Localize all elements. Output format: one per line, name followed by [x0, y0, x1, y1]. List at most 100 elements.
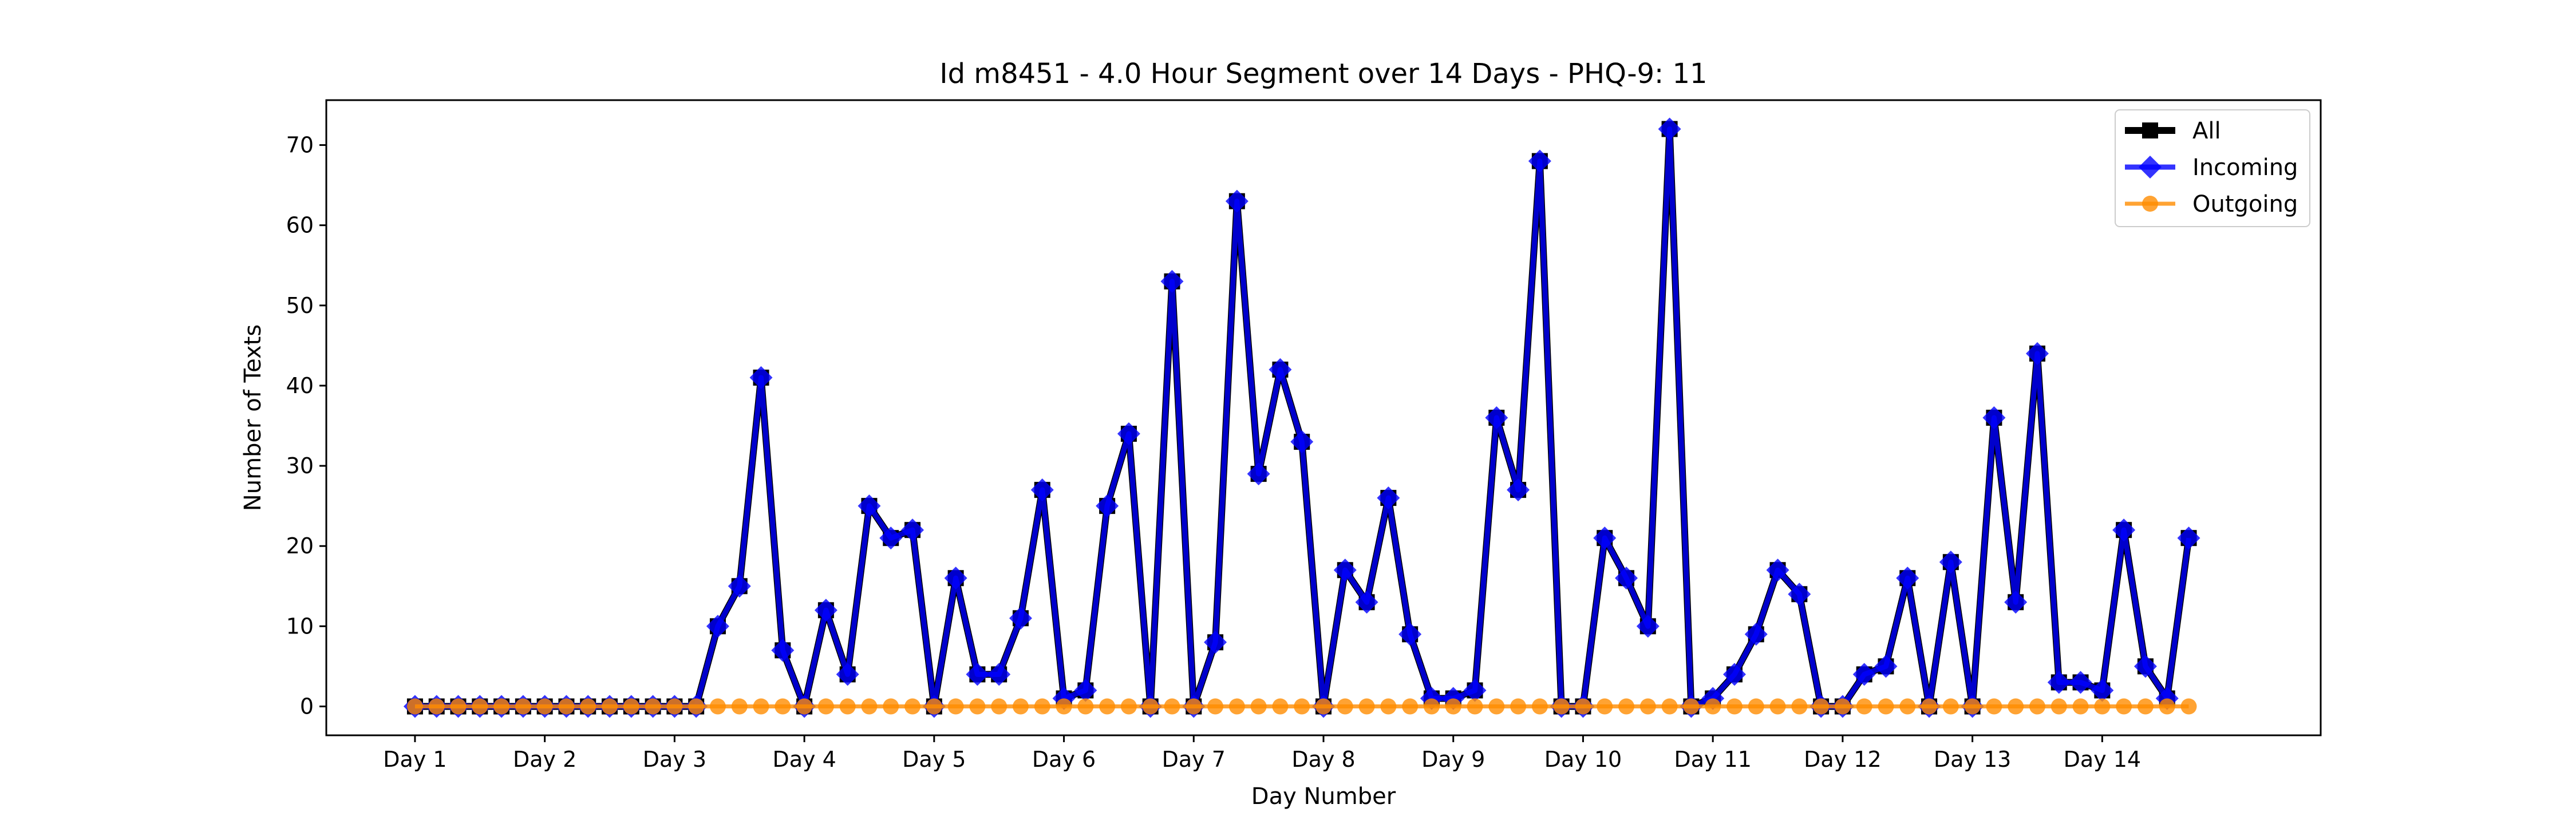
data-point-incoming: [2069, 671, 2092, 694]
data-point-outgoing: [1077, 698, 1094, 715]
data-point-outgoing: [1142, 698, 1159, 715]
data-point-incoming: [1247, 462, 1270, 486]
data-point-outgoing: [602, 698, 618, 715]
data-point-incoming: [2047, 671, 2071, 694]
data-point-outgoing: [2180, 698, 2197, 715]
y-axis-label: Number of Texts: [240, 324, 266, 511]
data-point-incoming: [1615, 566, 1638, 590]
data-point-outgoing: [2029, 698, 2045, 715]
data-point-outgoing: [450, 698, 467, 715]
data-point-incoming: [944, 566, 967, 590]
data-point-outgoing: [1337, 698, 1353, 715]
plot-frame: [325, 99, 2322, 736]
data-point-outgoing: [1423, 698, 1440, 715]
x-tick-label: Day 12: [1804, 747, 1881, 772]
data-point-incoming: [706, 615, 729, 638]
data-point-outgoing: [1705, 698, 1721, 715]
data-point-outgoing: [1899, 698, 1916, 715]
data-point-incoming: [1788, 583, 1811, 606]
data-point-outgoing: [861, 698, 878, 715]
data-point-outgoing: [904, 698, 921, 715]
legend-label-all: All: [2192, 118, 2221, 144]
data-point-incoming: [2091, 679, 2114, 702]
data-point-outgoing: [1272, 698, 1289, 715]
data-point-incoming: [2134, 655, 2157, 678]
x-tick-label: Day 13: [1934, 747, 2011, 772]
data-point-outgoing: [1402, 698, 1419, 715]
data-point-outgoing: [1294, 698, 1310, 715]
data-point-incoming: [1160, 270, 1184, 293]
data-point-outgoing: [2050, 698, 2067, 715]
data-point-incoming: [2112, 518, 2136, 542]
y-tick-label: 50: [286, 293, 314, 318]
data-point-incoming: [2025, 342, 2049, 365]
data-point-outgoing: [1575, 698, 1591, 715]
data-point-outgoing: [883, 698, 899, 715]
data-point-outgoing: [947, 698, 964, 715]
data-point-incoming: [1722, 663, 1746, 686]
data-point-outgoing: [2008, 698, 2024, 715]
data-point-incoming: [966, 663, 989, 686]
data-point-incoming: [1377, 486, 1400, 510]
x-tick-label: Day 10: [1544, 747, 1622, 772]
data-point-outgoing: [1034, 698, 1050, 715]
data-point-outgoing: [1120, 698, 1137, 715]
data-point-outgoing: [1467, 698, 1483, 715]
data-point-outgoing: [1553, 698, 1570, 715]
y-tick-label: 70: [286, 132, 314, 157]
legend-label-incoming: Incoming: [2192, 154, 2298, 181]
data-point-incoming: [1117, 422, 1140, 446]
legend: All Incoming Outgoing: [2115, 109, 2310, 227]
data-point-outgoing: [1510, 698, 1527, 715]
data-point-incoming: [1074, 679, 1097, 702]
data-point-incoming: [1874, 655, 1898, 678]
data-point-incoming: [1593, 526, 1617, 550]
data-point-outgoing: [1813, 698, 1830, 715]
data-point-outgoing: [406, 698, 423, 715]
data-point-outgoing: [709, 698, 726, 715]
data-point-outgoing: [558, 698, 575, 715]
legend-marker-all: [2142, 122, 2158, 138]
data-point-outgoing: [428, 698, 445, 715]
data-point-outgoing: [1531, 698, 1548, 715]
data-point-outgoing: [493, 698, 510, 715]
x-tick-label: Day 3: [643, 747, 706, 772]
data-point-outgoing: [1250, 698, 1267, 715]
data-point-outgoing: [2094, 698, 2111, 715]
data-point-outgoing: [1380, 698, 1397, 715]
data-point-outgoing: [753, 698, 769, 715]
data-point-outgoing: [1921, 698, 1938, 715]
data-point-outgoing: [926, 698, 942, 715]
data-point-outgoing: [1186, 698, 1202, 715]
data-point-incoming: [1485, 406, 1508, 429]
data-point-outgoing: [731, 698, 748, 715]
data-point-outgoing: [796, 698, 813, 715]
x-tick-label: Day 5: [902, 747, 966, 772]
data-point-incoming: [1852, 663, 1876, 686]
data-point-incoming: [1744, 623, 1768, 646]
legend-marker-incoming: [2139, 156, 2162, 179]
data-point-incoming: [987, 663, 1011, 686]
data-point-outgoing: [1769, 698, 1786, 715]
data-point-incoming: [1030, 478, 1054, 502]
data-point-incoming: [1355, 591, 1378, 614]
data-point-incoming: [1009, 607, 1032, 630]
legend-box: [2115, 109, 2310, 227]
data-point-outgoing: [1358, 698, 1375, 715]
chart-title: Id m8451 - 4.0 Hour Segment over 14 Days…: [939, 58, 1707, 90]
data-point-incoming: [901, 518, 924, 542]
data-point-outgoing: [1618, 698, 1635, 715]
x-tick-label: Day 8: [1291, 747, 1355, 772]
x-tick-label: Day 4: [772, 747, 836, 772]
data-point-incoming: [836, 663, 859, 686]
x-tick-label: Day 2: [513, 747, 576, 772]
data-point-incoming: [749, 366, 773, 389]
data-point-incoming: [879, 526, 903, 550]
data-point-outgoing: [817, 698, 834, 715]
data-point-incoming: [1896, 566, 1919, 590]
data-point-outgoing: [2072, 698, 2089, 715]
data-point-incoming: [1507, 478, 1530, 502]
data-point-outgoing: [580, 698, 596, 715]
legend-marker-outgoing: [2142, 196, 2158, 212]
y-tick-label: 20: [286, 533, 314, 558]
